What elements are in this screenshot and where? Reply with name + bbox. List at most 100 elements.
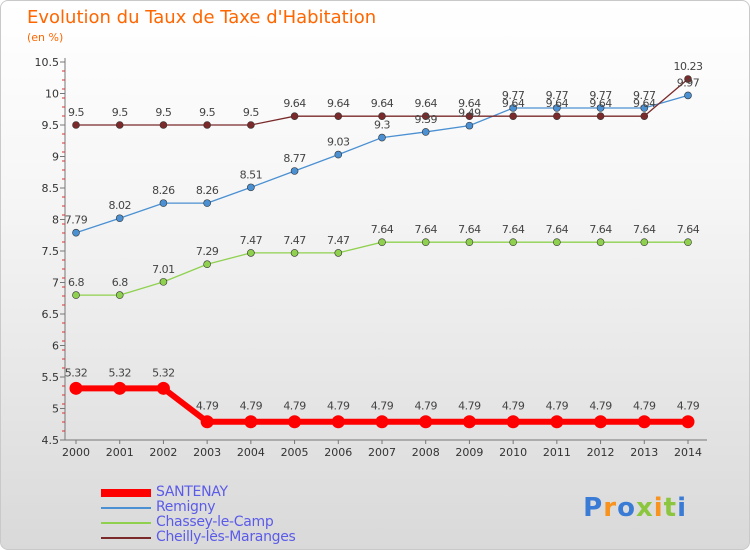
- logo-letter: t: [663, 493, 678, 523]
- data-point: [159, 199, 168, 207]
- data-point: [378, 238, 386, 246]
- data-point: [421, 238, 430, 246]
- data-point: [378, 112, 386, 120]
- chart-title: Evolution du Taux de Taxe d'Habitation: [27, 7, 377, 28]
- data-point: [203, 260, 211, 269]
- y-tick-label: 6: [52, 340, 59, 353]
- legend-label: Remigny: [156, 499, 216, 515]
- data-label: 9.5: [243, 106, 259, 119]
- data-label: 9.49: [458, 107, 481, 120]
- data-point: [553, 112, 561, 120]
- y-tick-label: 8: [52, 214, 59, 227]
- data-label: 9.77: [546, 89, 569, 102]
- data-label: 9.64: [589, 97, 612, 110]
- data-label: 7.64: [633, 223, 656, 236]
- data-point: [681, 415, 695, 429]
- data-point: [684, 91, 692, 100]
- logo-letter: r: [603, 493, 618, 523]
- data-point: [288, 415, 302, 429]
- data-point: [506, 415, 520, 429]
- data-label: 7.64: [371, 223, 394, 236]
- data-label: 5.32: [152, 366, 175, 379]
- data-label: 4.79: [677, 400, 700, 413]
- data-label: 7.64: [677, 223, 700, 236]
- data-label: 9.3: [374, 119, 390, 132]
- data-label: 8.26: [196, 184, 219, 197]
- proxiti-logo: Proxiti: [583, 493, 687, 523]
- data-label: 9.77: [633, 89, 656, 102]
- data-point: [113, 381, 127, 395]
- data-label: 9.03: [327, 136, 350, 149]
- data-label: 4.79: [371, 400, 394, 413]
- data-label: 5.32: [108, 366, 131, 379]
- x-tick-label: 2012: [587, 446, 615, 459]
- data-point: [553, 104, 561, 112]
- y-tick-label: 10: [45, 88, 59, 101]
- data-point: [69, 381, 83, 395]
- data-point: [203, 199, 211, 207]
- data-label: 9.77: [589, 89, 612, 102]
- x-tick-label: 2004: [237, 446, 265, 459]
- data-point: [596, 104, 605, 112]
- data-point: [334, 112, 343, 120]
- data-label: 9.64: [327, 97, 350, 110]
- data-label: 9.5: [112, 106, 128, 119]
- data-point: [290, 167, 299, 175]
- data-point: [684, 75, 692, 83]
- data-label: 9.39: [414, 113, 437, 126]
- data-point: [419, 415, 433, 429]
- data-point: [553, 238, 561, 246]
- data-label: 7.64: [589, 223, 612, 236]
- legend-label: Cheilly-lès-Maranges: [156, 529, 296, 545]
- data-label: 4.79: [502, 400, 525, 413]
- data-label: 7.64: [546, 223, 569, 236]
- data-point: [290, 112, 299, 120]
- data-label: 9.77: [502, 89, 525, 102]
- data-point: [640, 238, 649, 246]
- y-tick-label: 9: [52, 151, 59, 164]
- data-point: [72, 228, 80, 237]
- data-point: [156, 381, 170, 395]
- x-tick-label: 2014: [674, 446, 702, 459]
- data-point: [72, 121, 80, 129]
- data-point: [596, 238, 605, 246]
- y-tick-label: 6.5: [42, 308, 60, 321]
- data-label: 7.47: [327, 234, 350, 247]
- y-tick-label: 9.5: [42, 119, 60, 132]
- data-label: 8.02: [108, 199, 131, 212]
- data-point: [200, 415, 214, 429]
- x-tick-label: 2001: [106, 446, 134, 459]
- data-point: [421, 128, 430, 136]
- legend-swatch: [101, 522, 151, 524]
- data-point: [550, 415, 564, 429]
- data-label: 5.32: [65, 366, 88, 379]
- chart-unit: (en %): [27, 31, 64, 44]
- x-tick-label: 2013: [630, 446, 658, 459]
- data-point: [509, 238, 517, 246]
- legend-label: SANTENAY: [156, 484, 228, 500]
- x-tick-label: 2008: [412, 446, 440, 459]
- data-point: [640, 112, 649, 120]
- y-tick-label: 5: [52, 403, 59, 416]
- data-label: 7.29: [196, 245, 219, 258]
- data-point: [465, 112, 474, 120]
- x-tick-label: 2011: [543, 446, 571, 459]
- data-label: 6.8: [68, 276, 84, 289]
- data-point: [115, 121, 124, 129]
- data-point: [334, 249, 343, 257]
- y-tick-label: 7: [52, 277, 59, 290]
- x-tick-label: 2005: [281, 446, 309, 459]
- data-label: 9.64: [371, 97, 394, 110]
- data-label: 9.64: [502, 97, 525, 110]
- data-label: 4.79: [327, 400, 350, 413]
- data-label: 4.79: [240, 400, 263, 413]
- data-label: 7.64: [458, 223, 481, 236]
- data-label: 9.64: [458, 97, 481, 110]
- data-label: 9.64: [633, 97, 656, 110]
- y-tick-label: 7.5: [42, 245, 60, 258]
- data-label: 9.64: [414, 97, 437, 110]
- x-tick-label: 2010: [499, 446, 527, 459]
- data-point: [684, 238, 692, 246]
